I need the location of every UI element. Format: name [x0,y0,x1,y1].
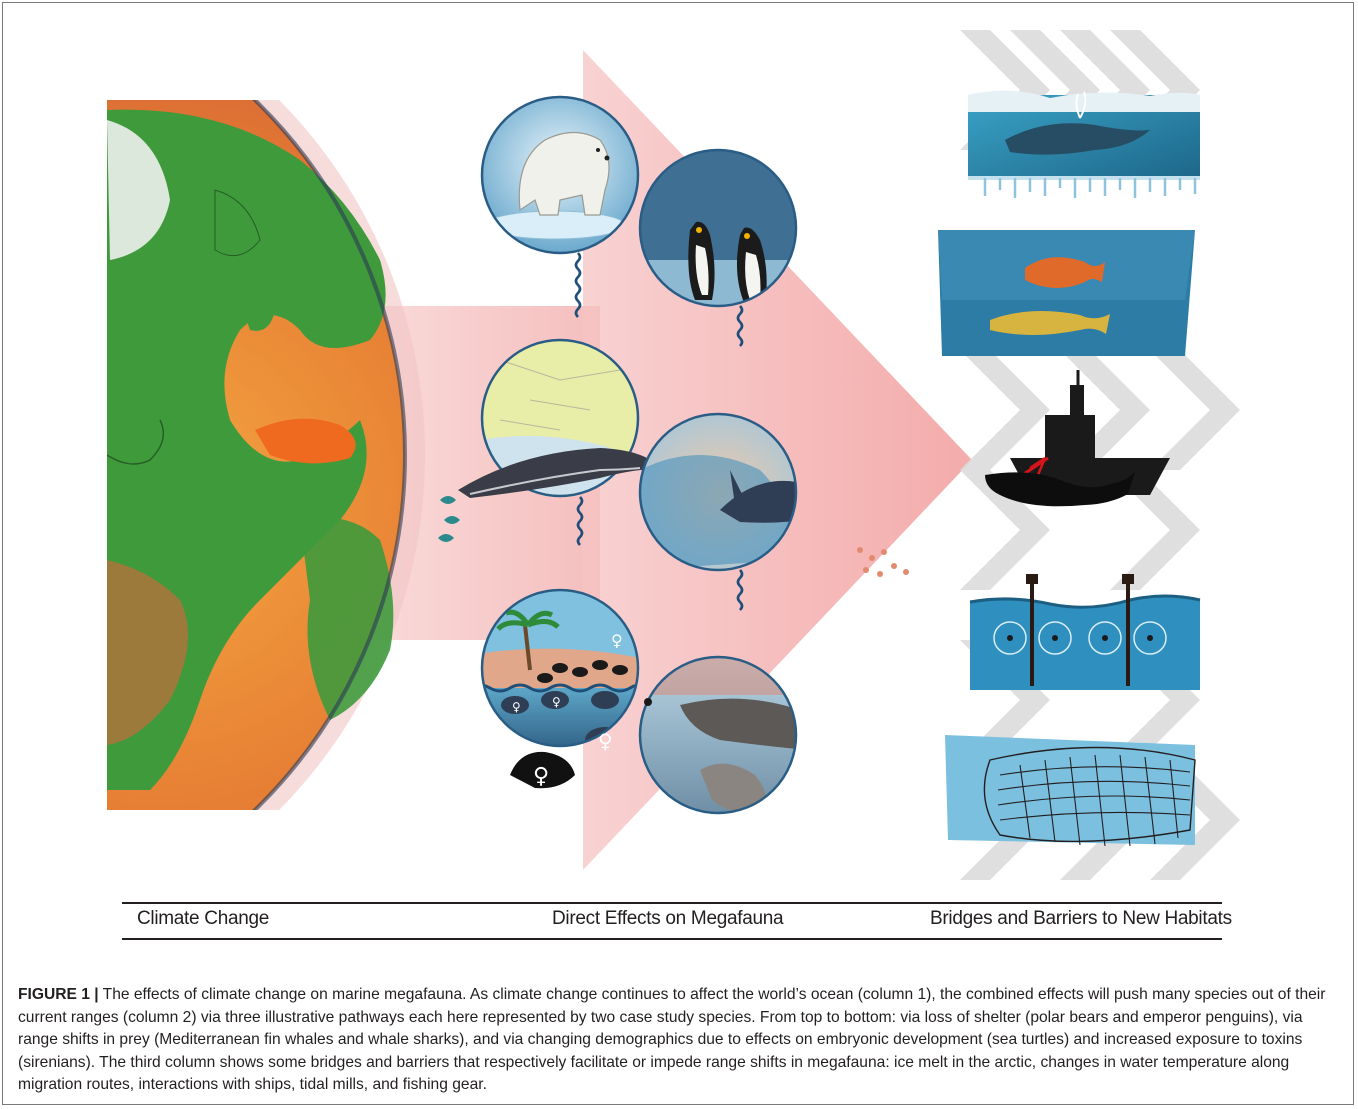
earth-globe-icon [107,100,425,810]
column-label-direct-effects: Direct Effects on Megafauna [552,908,784,929]
axis-top-line [122,902,1222,904]
ship-icon [985,370,1170,507]
figure-caption: FIGURE 1 | The effects of climate change… [18,984,1340,1097]
female-symbol-icon: ♀ [533,764,549,789]
caption-text: The effects of climate change on marine … [18,986,1326,1093]
fish-icon [938,230,1195,356]
axis-bottom-line [122,938,1222,940]
female-symbol-icon: ♀ [611,631,623,650]
tidal-mill-icon [969,574,1201,690]
female-symbol-icon: ♀ [512,700,521,714]
column-label-bridges-barriers: Bridges and Barriers to New Habitats [930,908,1232,929]
female-symbol-icon: ♀ [598,729,613,753]
manatee-icon [640,657,796,813]
female-symbol-icon: ♀ [552,695,561,709]
figure-illustration: ♀ ♀ ♀ ♀ ♀ [107,30,1240,880]
fishing-net-icon [945,735,1196,847]
caption-label: FIGURE 1 | [18,986,99,1003]
fish-swarm-icon [438,496,460,542]
ice-melt-icon [968,90,1200,198]
emperor-penguins-icon [640,150,796,306]
whale-shark-icon [640,414,796,570]
column-label-climate-change: Climate Change [137,908,270,929]
